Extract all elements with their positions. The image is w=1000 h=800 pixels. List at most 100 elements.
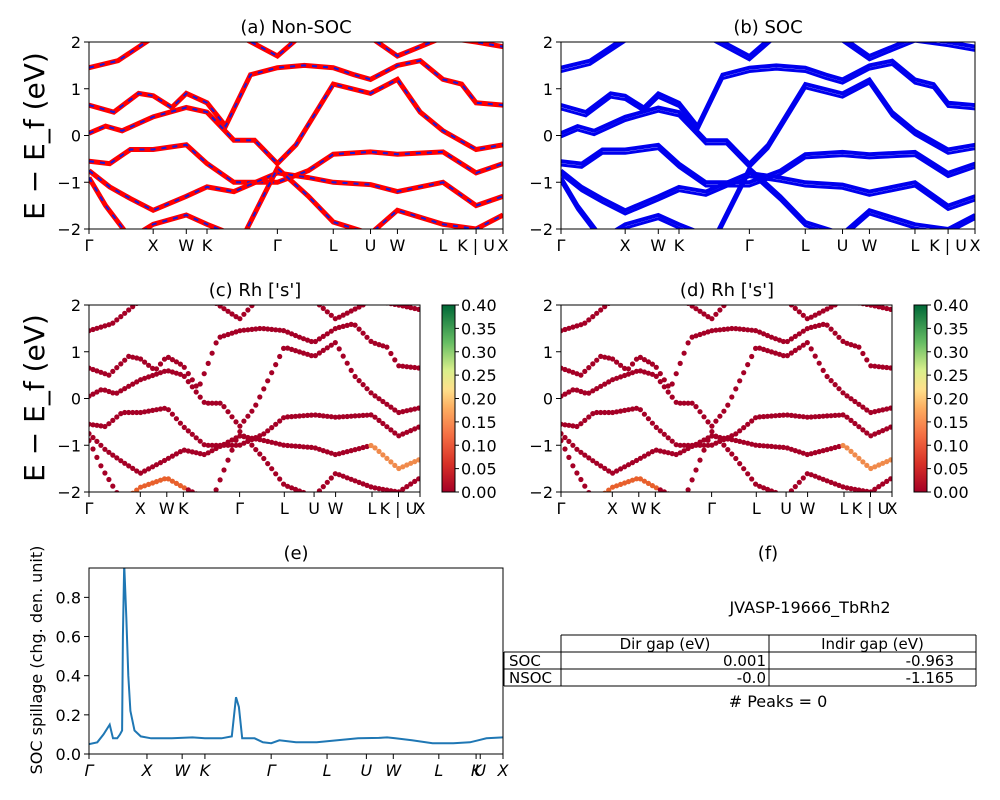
panel-d-dot <box>641 357 648 363</box>
panel-d-dot <box>856 487 862 492</box>
panel-c-dot <box>194 293 199 298</box>
panel-d-dot <box>685 340 691 346</box>
panel-c-dot <box>122 310 128 316</box>
panel-d-xtick-label: Γ <box>557 499 566 518</box>
panel-d-cbar-label: 0.10 <box>933 436 969 455</box>
panel-c-dot <box>372 298 377 303</box>
panel-c-dot <box>253 447 259 453</box>
panel-c-dot <box>269 439 275 445</box>
panel-c-dot <box>94 422 100 428</box>
panel-c-dot <box>368 338 374 344</box>
panel-d-dot <box>606 379 612 385</box>
panel-c-dot <box>225 409 231 415</box>
panel-c-dot <box>90 326 96 333</box>
panel-e-frame <box>88 567 504 755</box>
panel-d-dot <box>840 298 845 303</box>
panel-c-dot <box>253 326 259 332</box>
panel-d-dot <box>804 451 810 458</box>
panel-c-dot <box>416 405 420 411</box>
panel-d-dot <box>812 312 818 318</box>
panel-d-dot <box>713 433 719 439</box>
panel-c-dot <box>376 342 382 348</box>
panel-c-dot <box>301 293 306 298</box>
panel-d-dot <box>662 291 667 296</box>
table-cell-dir: 0.001 <box>723 652 766 670</box>
panel-d-dot <box>872 305 878 309</box>
panel-c-dot <box>94 438 100 444</box>
panel-d-dot <box>832 305 838 308</box>
panel-c-dot <box>142 295 147 300</box>
panel-d-dot <box>757 329 763 335</box>
panel-d-dot <box>824 322 830 328</box>
panel-d-dot <box>884 406 890 412</box>
panel-d-dot <box>840 390 846 396</box>
panel-d-dot <box>741 326 747 332</box>
panel-c-dot <box>404 429 410 435</box>
panel-d-dot <box>637 455 644 461</box>
panel-c-colorbar-fill <box>441 304 456 493</box>
panel-c-dot <box>257 325 263 332</box>
panel-d-dot <box>697 331 703 338</box>
panel-d-dot <box>792 413 798 419</box>
panel-d-dot <box>709 328 715 334</box>
panel-d-dot <box>753 345 759 351</box>
panel-d-dot <box>768 413 775 419</box>
panel-c-dot <box>316 336 322 342</box>
panel-c-dot <box>233 314 239 320</box>
panel-d-dot <box>566 389 572 395</box>
panel-d-dot <box>768 349 775 355</box>
panel-c-dot <box>181 447 187 453</box>
panel-d-dot <box>713 418 719 424</box>
panel-c-dot <box>336 451 342 457</box>
panel-d-dot <box>733 326 739 332</box>
panel-d-dot <box>888 405 892 411</box>
panel-d-dot <box>649 483 656 489</box>
panel-c-cbar-label: 0.10 <box>461 436 497 455</box>
panel-c-dot <box>380 398 386 405</box>
panel-d-dot <box>582 417 588 423</box>
panel-c-dot <box>221 404 227 410</box>
panel-d-dot <box>820 308 826 314</box>
panel-c-dot <box>324 413 330 419</box>
panel-c-dot <box>122 460 128 466</box>
panel-c-dot <box>225 308 231 314</box>
panel-c-dot <box>340 323 346 329</box>
panel-d-dot <box>745 471 751 477</box>
panel-d-dot <box>566 438 572 444</box>
panel-c-dot <box>408 481 414 487</box>
panel-d-dot <box>848 417 854 423</box>
panel-d-dot <box>594 357 600 363</box>
panel-d-dot <box>590 411 596 417</box>
panel-c-dot <box>285 442 291 449</box>
panel-d-dot <box>792 484 798 490</box>
panel-d-dot <box>828 326 834 332</box>
panel-e-xtick-label: K <box>200 761 212 780</box>
panel-d-cbar-label: 0.35 <box>933 319 969 338</box>
panel-c-dot <box>157 370 164 376</box>
panel-c-dot <box>134 409 140 416</box>
panel-c-dots <box>89 293 420 492</box>
panel-d-dot <box>669 451 675 457</box>
panel-d-dot <box>618 466 624 472</box>
panel-d-dot <box>804 340 810 346</box>
panel-c-dot <box>313 299 318 304</box>
panel-d-dot <box>749 418 755 424</box>
panel-c-dot <box>368 484 374 490</box>
panel-d-dot <box>614 375 620 381</box>
panel-d-dot <box>646 286 651 291</box>
panel-c-title: (c) Rh ['s'] <box>209 280 302 301</box>
panel-d-dot <box>808 472 814 478</box>
panel-c-cbar-label: 0.05 <box>461 460 497 479</box>
panel-d-dot <box>764 486 771 492</box>
panel-d-dot <box>824 413 830 419</box>
panel-d-cbar-label: 0.25 <box>933 366 969 385</box>
panel-d-dot <box>701 437 707 443</box>
panel-d-dot <box>614 359 620 365</box>
panel-d-dot <box>745 362 751 368</box>
panel-c-dot <box>114 490 120 492</box>
panel-c-dot <box>241 433 247 439</box>
panel-d-dot <box>832 382 838 388</box>
panel-c-cbar-label: 0.25 <box>461 366 497 385</box>
panel-c-dot <box>138 470 144 476</box>
table-cell-indir: -1.165 <box>906 669 954 687</box>
